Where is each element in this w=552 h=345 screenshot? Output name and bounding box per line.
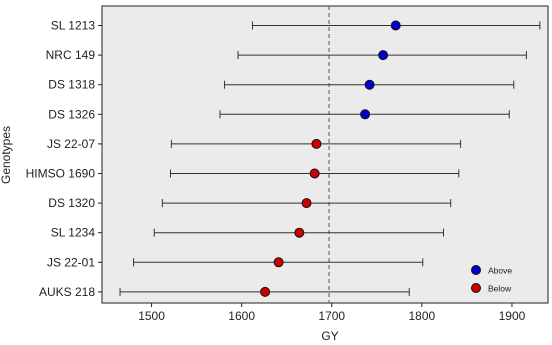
data-point (378, 50, 389, 61)
x-tick-label: 1900 (499, 309, 526, 323)
x-tick-label: 1800 (409, 309, 436, 323)
data-point (301, 198, 312, 209)
y-tick-label: DS 1320 (48, 196, 95, 210)
x-axis-label: GY (321, 329, 338, 343)
data-point (311, 138, 322, 149)
legend-marker (471, 265, 481, 275)
data-point (260, 286, 271, 297)
x-tick-label: 1500 (138, 309, 165, 323)
y-tick-label: SL 1234 (51, 226, 96, 240)
legend-marker (471, 283, 481, 293)
y-tick-label: HIMSO 1690 (26, 167, 96, 181)
y-tick-label: SL 1213 (51, 19, 96, 33)
y-tick-label: NRC 149 (46, 48, 96, 62)
x-tick-label: 1600 (228, 309, 255, 323)
legend-label: Above (488, 266, 512, 276)
x-tick-label: 1700 (318, 309, 345, 323)
data-point (294, 227, 305, 238)
legend-label: Below (488, 284, 512, 294)
data-point (390, 20, 401, 31)
y-tick-label: DS 1318 (48, 78, 95, 92)
plot-panel (101, 5, 549, 304)
y-tick-label: AUKS 218 (39, 285, 95, 299)
y-axis-label: Genotypes (0, 126, 13, 184)
y-tick-label: JS 22-07 (47, 137, 95, 151)
data-point (364, 79, 375, 90)
data-point (360, 109, 371, 120)
y-tick-label: DS 1326 (48, 107, 95, 121)
y-tick-label: JS 22-01 (47, 255, 95, 269)
data-point (273, 257, 284, 268)
data-point (309, 168, 320, 179)
chart-marks: 1500 1600 1700 1800 1900 SL 1213 NRC 149 DS 131… (26, 6, 541, 323)
